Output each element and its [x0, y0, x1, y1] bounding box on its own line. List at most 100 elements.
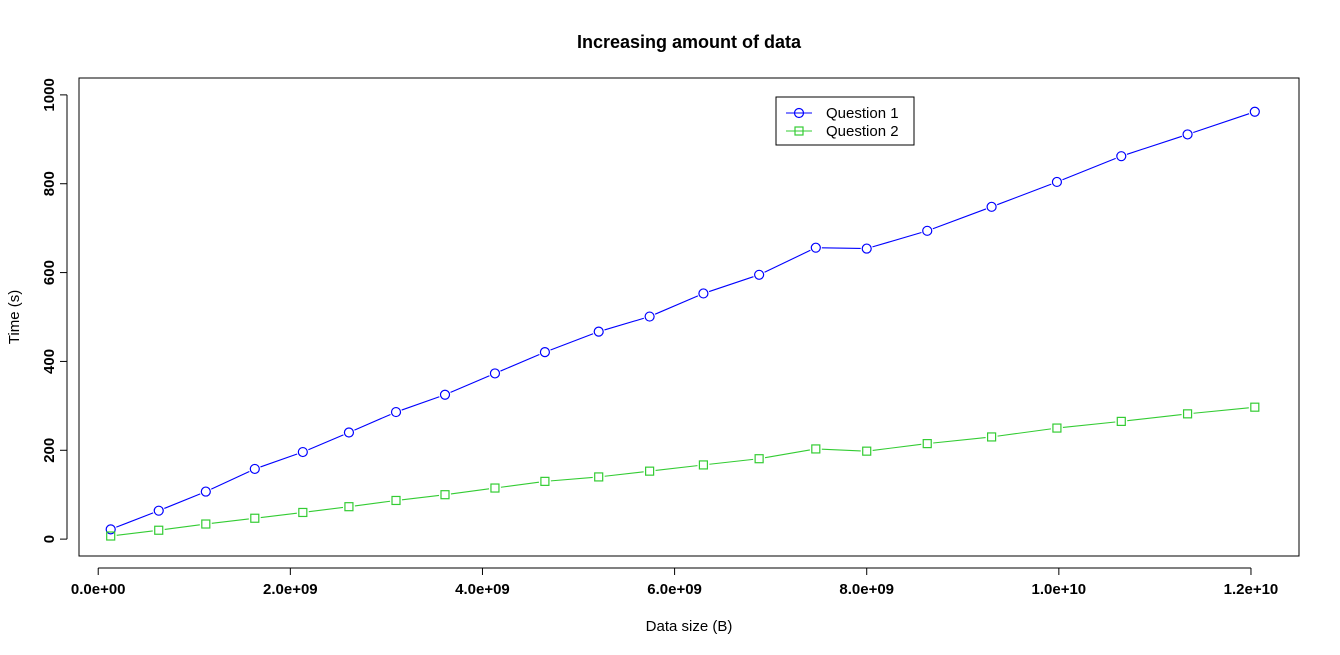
- series-line-segment: [1193, 407, 1249, 414]
- data-point: [344, 502, 354, 512]
- series-line-segment: [654, 295, 699, 315]
- series-line-segment: [308, 506, 344, 513]
- series-line-segment: [308, 434, 344, 451]
- data-point: [105, 524, 116, 535]
- series-line-segment: [164, 524, 200, 530]
- data-point: [1182, 409, 1193, 419]
- series-line-segment: [1062, 157, 1116, 181]
- data-point: [1116, 151, 1127, 162]
- x-tick-label: 0.0e+00: [71, 581, 126, 598]
- x-tick-label: 6.0e+09: [647, 581, 702, 598]
- data-point: [489, 368, 501, 379]
- series-line-segment: [1126, 135, 1183, 155]
- series-line-segment: [933, 437, 986, 444]
- data-point: [250, 513, 260, 523]
- plot-frame: [78, 77, 1300, 557]
- series-line-segment: [655, 465, 698, 472]
- series-line-segment: [211, 518, 249, 524]
- data-point: [922, 439, 932, 449]
- series-line-segment: [401, 494, 440, 501]
- legend-entry: Question 1: [826, 105, 899, 122]
- data-point: [440, 490, 450, 500]
- data-point: [593, 326, 604, 337]
- data-point: [698, 460, 709, 470]
- data-point: [861, 243, 872, 254]
- series-2: [106, 402, 1260, 541]
- data-point: [1052, 423, 1062, 433]
- data-point: [922, 225, 933, 236]
- series-line-segment: [708, 276, 754, 293]
- data-point: [249, 463, 260, 475]
- series-line-segment: [821, 247, 861, 250]
- x-tick-label: 1.2e+10: [1224, 581, 1279, 598]
- data-point: [200, 486, 211, 497]
- series-line-segment: [354, 500, 391, 507]
- legend-marker: [793, 107, 805, 119]
- series-line-segment: [260, 453, 298, 468]
- legend-marker: [794, 126, 804, 136]
- series-line-segment: [709, 458, 754, 465]
- series-line-segment: [1193, 113, 1250, 134]
- series-line-segment: [1127, 413, 1182, 422]
- y-axis-label: Time (s): [6, 290, 23, 344]
- series-line-segment: [604, 471, 644, 477]
- data-point: [153, 505, 164, 516]
- data-point: [298, 507, 308, 518]
- data-point: [106, 531, 116, 541]
- y-tick-label: 600: [41, 260, 58, 285]
- chart-title: Increasing amount of data: [577, 32, 802, 52]
- series-line-segment: [997, 183, 1052, 206]
- data-point: [1182, 129, 1193, 140]
- series-line-segment: [1062, 421, 1116, 428]
- series-line-segment: [500, 481, 540, 488]
- series-line-segment: [164, 493, 201, 509]
- data-point: [754, 269, 765, 280]
- y-tick-label: 800: [41, 171, 58, 196]
- series-line-segment: [450, 488, 490, 495]
- x-tick-label: 1.0e+10: [1032, 581, 1087, 598]
- data-point: [154, 525, 164, 535]
- series-line-segment: [932, 208, 987, 230]
- legend-entry: Question 2: [826, 123, 899, 140]
- x-tick-label: 4.0e+09: [455, 581, 510, 598]
- y-tick-label: 1000: [41, 78, 58, 111]
- legend-box: [775, 96, 915, 146]
- series-line-segment: [450, 375, 490, 393]
- series-line-segment: [116, 512, 154, 528]
- data-point: [754, 454, 764, 464]
- y-tick-label: 200: [41, 438, 58, 463]
- data-point: [645, 466, 655, 476]
- data-point: [391, 495, 401, 506]
- data-point: [343, 427, 355, 438]
- data-point: [439, 389, 451, 400]
- data-point: [986, 201, 997, 212]
- x-tick-label: 2.0e+09: [263, 581, 318, 598]
- data-point: [1116, 416, 1126, 426]
- data-point: [862, 446, 872, 456]
- data-point: [594, 472, 604, 482]
- series-line-segment: [354, 413, 391, 431]
- series-line-segment: [821, 448, 861, 452]
- data-point: [811, 444, 821, 454]
- series-line-segment: [211, 470, 250, 490]
- series-line-segment: [872, 443, 922, 451]
- x-axis: 0.0e+00 2.0e+09 4.0e+09 6.0e+09 8.0e+09 1.0e+…: [71, 567, 1279, 598]
- series-line-segment: [260, 512, 297, 519]
- series-1: [105, 106, 1260, 535]
- data-point: [698, 288, 709, 299]
- data-point: [644, 311, 655, 322]
- y-axis: 0 200 400 600 800 1000: [41, 78, 68, 543]
- data-point: [1249, 106, 1260, 117]
- series-line-segment: [997, 428, 1052, 437]
- series-line-segment: [116, 530, 153, 536]
- data-point: [1250, 402, 1260, 412]
- data-point: [201, 519, 211, 529]
- data-point: [540, 476, 550, 486]
- data-point: [1051, 176, 1063, 188]
- series-line-segment: [764, 249, 811, 273]
- series-line-segment: [550, 333, 594, 351]
- series-line-segment: [401, 396, 440, 411]
- x-axis-label: Data size (B): [646, 618, 733, 635]
